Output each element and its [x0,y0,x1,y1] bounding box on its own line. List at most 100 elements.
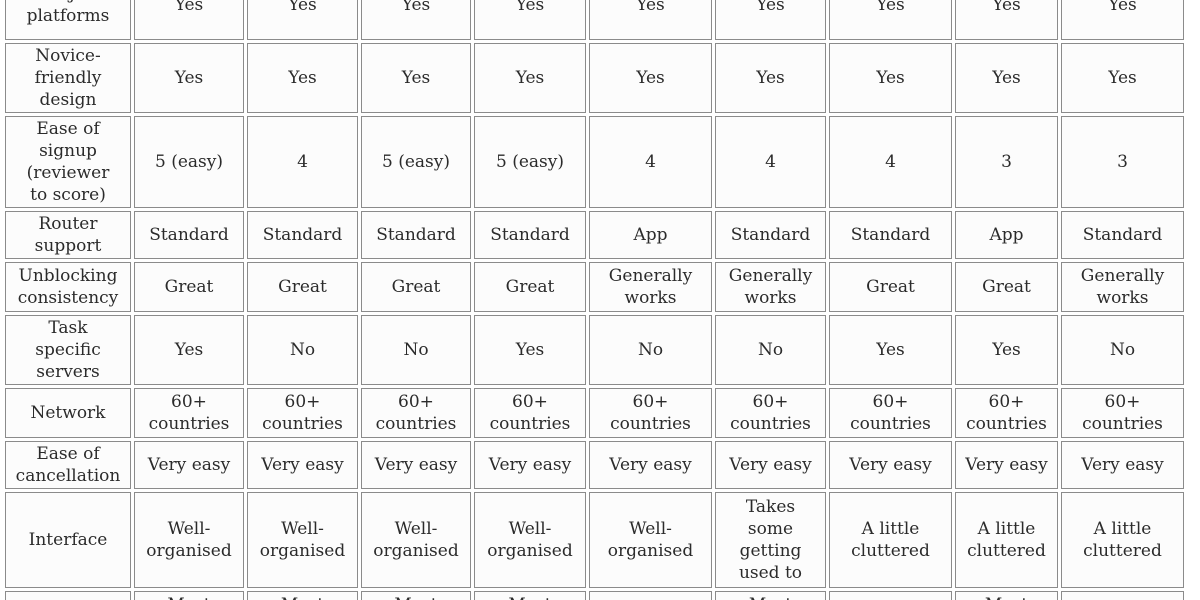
table-cell: Great [247,262,358,312]
table-cell: Great [829,262,952,312]
table-cell: Generally works [715,262,826,312]
table-cell: Yes [829,315,952,385]
table-row: major platformsYesYesYesYesYesYesYesYesY… [5,0,1184,40]
table-cell: 3 [955,116,1058,208]
table-row: Router support Standard Standard Standard St… [5,211,1184,259]
table-cell: Most [474,591,586,600]
table-cell: No [589,315,712,385]
row-label: Router support [5,211,131,259]
table-row: Ease of signup (reviewer to score) 5 (eas… [5,116,1184,208]
table-cell: 3 [1061,116,1184,208]
table-cell: 5 (easy) [474,116,586,208]
table-cell: Yes [361,0,471,40]
table-cell: A little cluttered [955,492,1058,588]
table-cell: Well- organised [247,492,358,588]
table-cell: Yes [715,0,826,40]
table-cell: Yes [361,43,471,113]
table-cell: Well- organised [361,492,471,588]
table-cell: No [1061,315,1184,385]
row-label: Interface [5,492,131,588]
table-cell: Yes [247,43,358,113]
table-cell: Very easy [955,441,1058,489]
table-cell: No [247,315,358,385]
table-cell: Great [134,262,244,312]
table-cell: 60+ countries [829,388,952,438]
table-cell: Yes [247,0,358,40]
table-cell: Yes [134,0,244,40]
row-label [5,591,131,600]
table-cell: Yes [715,43,826,113]
table-cell: Takes some getting used to [715,492,826,588]
table-cell: Very easy [1061,441,1184,489]
table-cell: Yes [829,43,952,113]
row-label: Unblocking consistency [5,262,131,312]
table-cell: No [715,315,826,385]
table-cell: Well- organised [589,492,712,588]
table-cell: Well- organised [474,492,586,588]
table-cell: Yes [1061,43,1184,113]
table-cell: Very easy [589,441,712,489]
table-row: Network 60+ countries 60+ countries 60+ cou… [5,388,1184,438]
table-cell: A little cluttered [829,492,952,588]
table-cell: Yes [955,43,1058,113]
table-cell: Very easy [247,441,358,489]
table-cell: Yes [134,43,244,113]
table-cell: Standard [361,211,471,259]
table-row: Task specific servers Yes No No Yes No No Yes Ye… [5,315,1184,385]
table-cell: 60+ countries [474,388,586,438]
table-cell: Yes [474,43,586,113]
table-cell: App [589,211,712,259]
table-cell: 60+ countries [715,388,826,438]
table-cell: Yes [474,315,586,385]
table-cell: Very easy [474,441,586,489]
table-cell: Standard [474,211,586,259]
table-cell: Most [1061,591,1184,600]
table-cell: A little cluttered [1061,492,1184,588]
table-cell: Yes [589,0,712,40]
table-row: MostMostMostMostMostMostMostMostMost [5,591,1184,600]
row-label: Novice- friendly design [5,43,131,113]
table-cell: Generally works [589,262,712,312]
table-cell: 5 (easy) [134,116,244,208]
table-cell: Standard [715,211,826,259]
table-row: Ease of cancellation Very easy Very easy Ve… [5,441,1184,489]
row-label: Network [5,388,131,438]
table-cell: Yes [134,315,244,385]
table-cell: 4 [715,116,826,208]
table-cell: Most [247,591,358,600]
table-cell: Very easy [715,441,826,489]
table-cell: Most [589,591,712,600]
row-label: major platforms [5,0,131,40]
table-cell: 60+ countries [1061,388,1184,438]
table-cell: Most [134,591,244,600]
table-cell: Yes [589,43,712,113]
table-cell: 60+ countries [589,388,712,438]
table-cell: 4 [829,116,952,208]
table-cell: Great [361,262,471,312]
table-cell: Most [829,591,952,600]
table-cell: Very easy [134,441,244,489]
table-cell: Most [955,591,1058,600]
table-cell: Most [361,591,471,600]
table-cell: Yes [1061,0,1184,40]
table-cell: 60+ countries [134,388,244,438]
table-cell: Standard [829,211,952,259]
table-cell: Most [715,591,826,600]
table-cell: 60+ countries [247,388,358,438]
table-row: Unblocking consistency Great Great Great Gre… [5,262,1184,312]
table-row: Interface Well- organised Well- organised W… [5,492,1184,588]
table-cell: Yes [829,0,952,40]
row-label: Ease of cancellation [5,441,131,489]
table-cell: Well- organised [134,492,244,588]
table-cell: App [955,211,1058,259]
table-cell: Great [474,262,586,312]
row-label: Ease of signup (reviewer to score) [5,116,131,208]
table-cell: No [361,315,471,385]
table-cell: 4 [589,116,712,208]
table-cell: 5 (easy) [361,116,471,208]
table-cell: Yes [474,0,586,40]
table-cell: Very easy [829,441,952,489]
table-cell: Standard [1061,211,1184,259]
